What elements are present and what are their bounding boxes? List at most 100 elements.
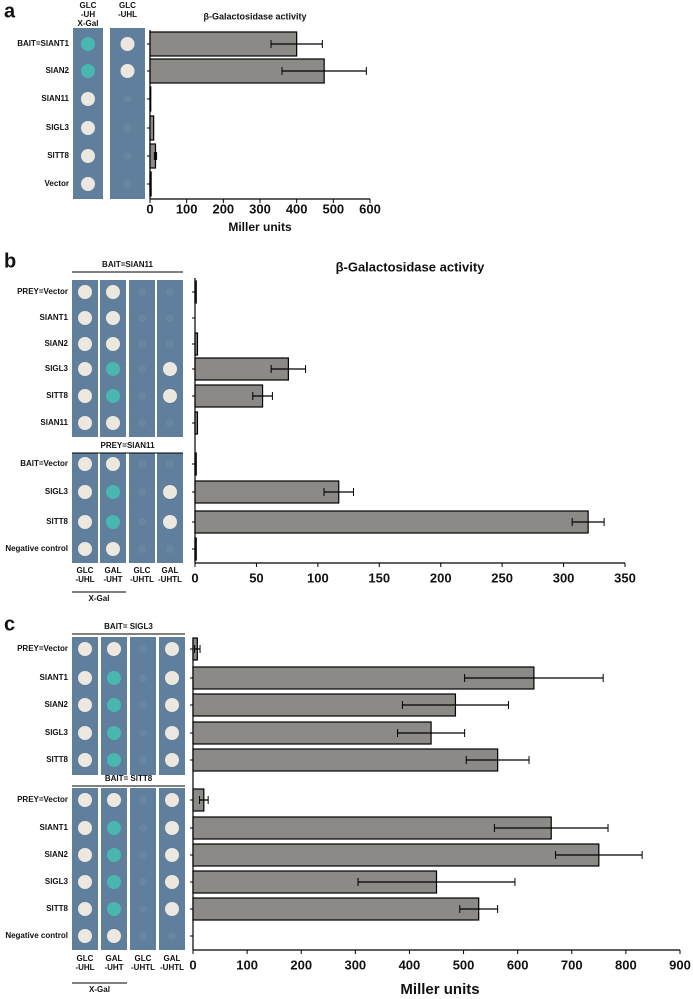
colony: [106, 457, 120, 471]
x-tick-label: 600: [359, 201, 381, 216]
colony: [78, 485, 92, 499]
colony: [81, 37, 95, 51]
colony: [106, 285, 120, 299]
category-label: SlANT1: [40, 823, 69, 832]
plate-column-label: -UHL: [118, 10, 137, 19]
plate-group-label: BAIT= SlTT8: [105, 774, 153, 783]
colony: [165, 642, 179, 656]
plate-column-label: GLC: [77, 566, 94, 575]
colony: [166, 545, 174, 553]
colony: [107, 793, 121, 807]
colony: [106, 337, 120, 351]
colony: [165, 902, 179, 916]
plate: [100, 280, 126, 437]
colony: [123, 95, 132, 103]
colony: [165, 793, 179, 807]
colony: [107, 642, 121, 656]
colony: [138, 340, 146, 348]
category-label: SlTT8: [46, 755, 68, 764]
colony: [106, 389, 120, 403]
colony: [106, 542, 120, 556]
plate-group-label: BAIT=SlAN11: [102, 260, 153, 269]
colony: [106, 362, 120, 376]
bar: [149, 171, 152, 197]
colony: [138, 314, 146, 322]
x-tick-label: 200: [212, 201, 234, 216]
colony: [107, 875, 121, 889]
bar: [194, 537, 197, 561]
x-tick-label: 100: [307, 570, 329, 585]
colony: [165, 848, 179, 862]
colony: [78, 848, 92, 862]
colony: [78, 726, 92, 740]
x-tick-label: 50: [249, 570, 263, 585]
colony: [81, 149, 95, 163]
x-tick-label: 600: [507, 957, 529, 972]
x-tick-label: 0: [191, 570, 198, 585]
colony: [138, 518, 146, 526]
plate-column-label: GLC: [77, 954, 94, 963]
category-label: SlAN2: [44, 339, 68, 348]
chart-title: β-Galactosidase activity: [203, 11, 306, 21]
plate-group-label: PREY=SlAN11: [100, 441, 155, 450]
colony: [138, 488, 146, 496]
colony: [81, 64, 95, 78]
category-label: SlAN2: [45, 66, 69, 75]
category-label: SlGL3: [45, 877, 69, 886]
colony: [120, 37, 135, 51]
colony: [165, 753, 179, 767]
colony: [166, 314, 174, 322]
x-tick-label: 300: [553, 570, 575, 585]
plate: [101, 788, 127, 950]
plate-column-label: -UHT: [103, 575, 122, 584]
colony: [107, 671, 121, 685]
colony: [163, 362, 177, 376]
colony: [78, 929, 92, 943]
category-label: SlAN2: [44, 850, 68, 859]
colony: [78, 457, 92, 471]
colony: [123, 152, 132, 160]
plate-column-label: GLC: [80, 1, 97, 10]
x-tick-label: 200: [430, 570, 452, 585]
colony: [107, 753, 121, 767]
category-label: BAIT=SlANT1: [17, 39, 69, 48]
panel-letter: c: [4, 613, 15, 635]
colony: [78, 362, 92, 376]
category-label: SlAN11: [41, 94, 69, 103]
panel-letter: b: [4, 250, 16, 272]
x-tick-label: 400: [286, 201, 308, 216]
bar: [194, 411, 199, 435]
colony: [78, 542, 92, 556]
plate: [72, 788, 98, 950]
plate: [73, 28, 103, 199]
bar: [194, 452, 197, 476]
colony: [107, 821, 121, 835]
colony: [78, 902, 92, 916]
colony: [139, 701, 147, 709]
category-label: SlTT8: [47, 151, 69, 160]
plate-column-label: GAL: [105, 566, 122, 575]
category-label: SlGL3: [46, 123, 70, 132]
x-tick-label: 800: [615, 957, 637, 972]
x-tick-label: 300: [249, 201, 271, 216]
x-tick-label: 250: [491, 570, 513, 585]
bar: [149, 86, 152, 112]
category-label: SlTT8: [46, 391, 68, 400]
colony: [165, 821, 179, 835]
x-tick-label: 350: [614, 570, 636, 585]
category-label: SlGL3: [45, 487, 69, 496]
colony: [107, 848, 121, 862]
colony: [81, 177, 95, 191]
colony: [78, 389, 92, 403]
colony: [138, 392, 146, 400]
plate-column-label: GAL: [162, 566, 179, 575]
colony: [123, 180, 132, 188]
bar: [194, 480, 340, 504]
category-label: SlAN11: [40, 418, 68, 427]
colony: [139, 932, 147, 940]
colony: [138, 460, 146, 468]
colony: [138, 365, 146, 373]
colony: [166, 340, 174, 348]
colony: [123, 124, 132, 132]
x-tick-label: 500: [322, 201, 344, 216]
